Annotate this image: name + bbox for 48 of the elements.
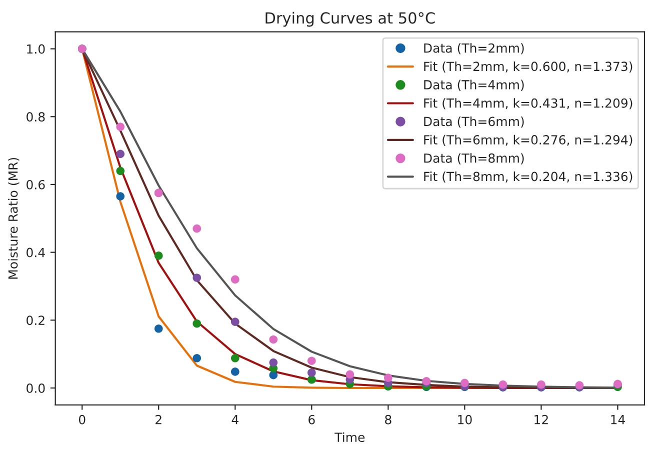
point [192,274,202,282]
x-tick-label: 2 [156,414,162,424]
point [346,370,354,379]
x-tick-label: 10 [458,414,472,424]
point [192,354,202,362]
point [230,275,240,284]
point [537,380,546,389]
y-tick-label: 0.2 [26,316,44,326]
y-axis-title: Moisture Ratio (MR) [8,158,20,279]
y-tick-label: 0.0 [26,383,45,393]
point [269,335,278,344]
point [192,224,202,233]
x-tick-label: 6 [308,414,315,424]
legend-label: Fit (Th=4mm, k=0.431, n=1.209) [424,98,632,110]
point [154,324,163,333]
legend-label: Data (Th=6mm) [424,116,524,128]
point [116,192,125,201]
point [230,368,240,376]
y-tick-label: 1.0 [27,44,45,54]
chart-title: Drying Curves at 50°C [266,12,435,27]
point [498,380,508,389]
x-axis-title: Time [334,432,365,442]
legend-label: Fit (Th=2mm, k=0.600, n=1.373) [424,61,632,73]
x-tick-label: 4 [232,415,238,424]
x-tick-label: 0 [78,414,86,424]
y-tick-label: 0.4 [26,248,45,258]
point [192,319,202,328]
point [307,368,316,377]
point [116,150,125,158]
x-tick-label: 14 [611,415,625,424]
point [116,122,125,131]
y-tick-label: 0.6 [26,180,45,190]
point [269,358,278,367]
legend-label: Fit (Th=6mm, k=0.276, n=1.294) [424,134,632,146]
legend-label: Data (Th=4mm) [424,80,524,91]
point [384,374,392,382]
y-tick-label: 0.8 [26,112,45,122]
legend-label: Data (Th=2mm) [424,43,524,54]
point [230,318,240,326]
point [154,252,163,260]
x-tick-label: 8 [385,414,392,424]
x-tick-label: 12 [534,414,548,424]
point [460,378,469,388]
legend-label: Fit (Th=8mm, k=0.204, n=1.336) [424,172,632,183]
point [307,356,316,366]
legend-label: Data (Th=8mm) [424,153,524,164]
point [230,354,240,362]
point [116,166,125,176]
